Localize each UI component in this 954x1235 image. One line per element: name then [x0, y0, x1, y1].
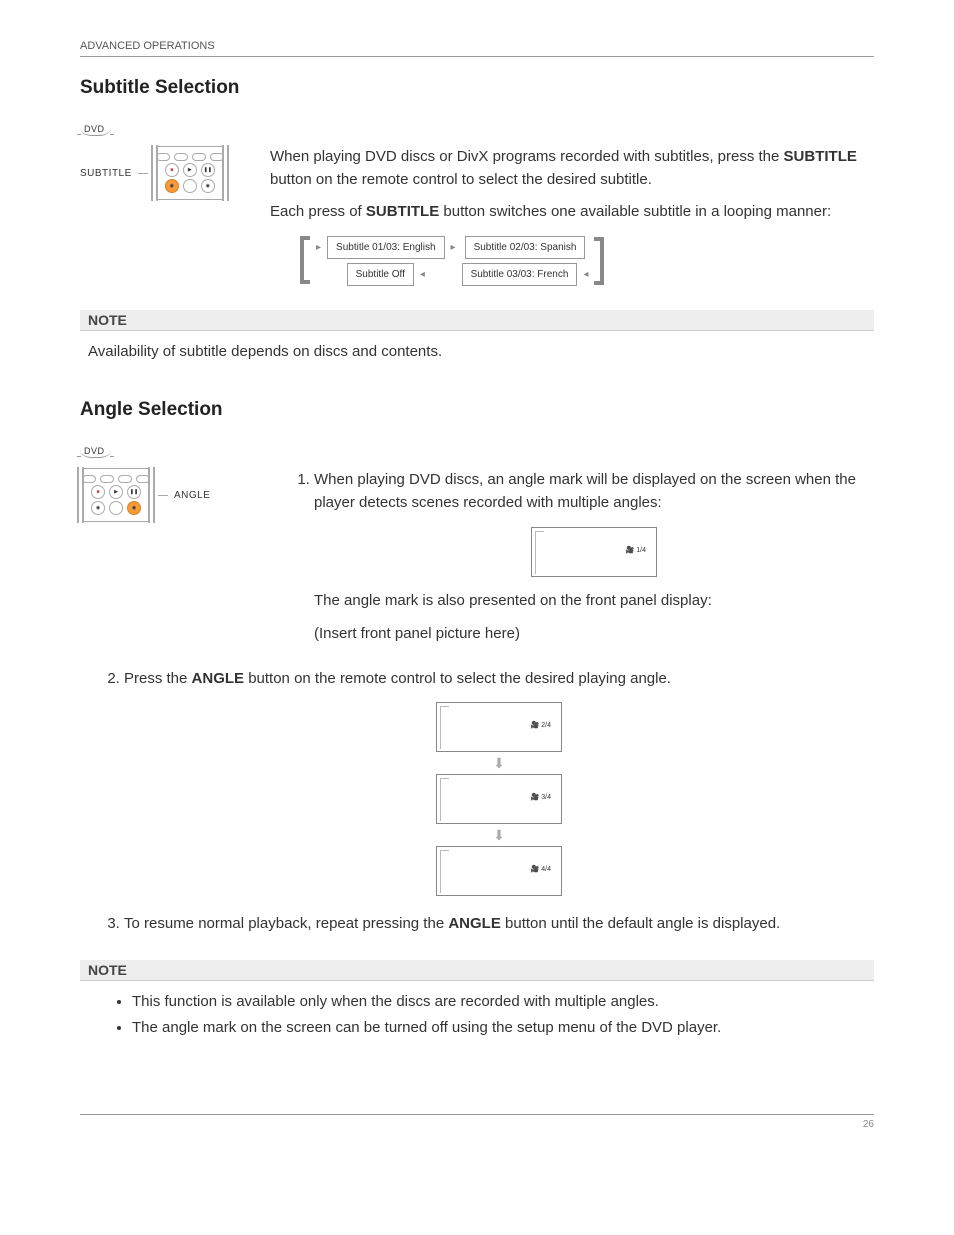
section-title-angle: Angle Selection	[80, 399, 874, 421]
camera-icon: 🎥	[531, 866, 540, 873]
subtitle-button-icon: ◉	[165, 179, 179, 193]
remote-button-grid: ■ ▶ ❚❚ ◉ ◉	[154, 146, 226, 200]
angle-button-icon: ◉	[201, 179, 215, 193]
arrow-right-icon: ▸	[316, 240, 321, 255]
text-bold: SUBTITLE	[366, 203, 439, 220]
screen-preview: 🎥1/4	[531, 527, 657, 577]
play-icon: ▶	[109, 485, 123, 499]
note-header: NOTE	[80, 310, 874, 331]
subtitle-loop: Each press of SUBTITLE button switches o…	[270, 201, 874, 224]
text: button on the remote control to select t…	[244, 670, 671, 687]
remote-diagram-subtitle: SUBTITLE ■ ▶ ❚❚ ◉ ◉	[80, 146, 250, 200]
bracket-right-icon	[594, 237, 604, 285]
subtitle-section: Subtitle Selection DVD SUBTITLE ■▶❚❚ ◉◉ …	[80, 77, 874, 373]
subtitle-loop-diagram: ▸ Subtitle 01/03: English ▸ Subtitle Off…	[300, 236, 874, 286]
subtitle-button-icon: ◉	[91, 501, 105, 515]
dvd-badge: DVD	[80, 124, 111, 136]
pause-icon: ❚❚	[201, 163, 215, 177]
angle-indicator: 1/4	[636, 547, 646, 554]
arrow-down-icon: ⬇	[493, 828, 505, 842]
angle-sequence-diagram: 🎥2/4 ⬇ 🎥3/4 ⬇ 🎥4/4	[124, 700, 874, 898]
line-icon	[158, 495, 168, 496]
note-body: Availability of subtitle depends on disc…	[80, 331, 874, 374]
dvd-badge: DVD	[80, 446, 111, 458]
remote-label-angle: ANGLE	[174, 490, 210, 501]
note-body: This function is available only when the…	[80, 981, 874, 1054]
text: To resume normal playback, repeat pressi…	[124, 915, 448, 932]
stop-icon: ■	[165, 163, 179, 177]
note-item: This function is available only when the…	[132, 991, 866, 1014]
text-bold: ANGLE	[448, 915, 501, 932]
angle-body: When playing DVD discs, an angle mark wi…	[270, 468, 874, 659]
page-header: ADVANCED OPERATIONS	[80, 40, 874, 57]
chapter-label: ADVANCED OPERATIONS	[80, 40, 215, 52]
text-bold: ANGLE	[192, 670, 245, 687]
angle-steps-cont: Press the ANGLE button on the remote con…	[80, 667, 874, 936]
section-title-subtitle: Subtitle Selection	[80, 77, 874, 99]
text: button until the default angle is displa…	[501, 915, 780, 932]
screen-preview: 🎥4/4	[436, 846, 562, 896]
page: ADVANCED OPERATIONS Subtitle Selection D…	[0, 0, 954, 1190]
remote-diagram-angle: ■ ▶ ❚❚ ◉ ◉ ANGLE	[80, 468, 250, 522]
placeholder-text: (Insert front panel picture here)	[314, 622, 874, 645]
camera-icon: 🎥	[626, 547, 635, 554]
angle-indicator: 3/4	[541, 794, 551, 801]
stop-icon: ■	[91, 485, 105, 499]
text: Press the	[124, 670, 192, 687]
subtitle-box: Subtitle Off	[347, 263, 414, 286]
note-text: Availability of subtitle depends on disc…	[88, 343, 442, 360]
page-number: 26	[863, 1119, 874, 1130]
subtitle-body: When playing DVD discs or DivX programs …	[270, 146, 874, 286]
camera-icon: 🎥	[531, 794, 540, 801]
camera-icon: 🎥	[531, 722, 540, 729]
text: When playing DVD discs, an angle mark wi…	[314, 471, 856, 511]
play-icon: ▶	[183, 163, 197, 177]
arrow-left-icon: ◂	[583, 267, 588, 282]
arrow-left-icon: ◂	[420, 267, 425, 282]
angle-button-icon: ◉	[127, 501, 141, 515]
text: button switches one available subtitle i…	[439, 203, 831, 220]
text-bold: SUBTITLE	[784, 148, 857, 165]
remote-label-subtitle: SUBTITLE	[80, 168, 132, 179]
step-1: When playing DVD discs, an angle mark wi…	[314, 468, 874, 645]
text: The angle mark is also presented on the …	[314, 589, 874, 612]
text: When playing DVD discs or DivX programs …	[270, 148, 784, 165]
subtitle-box: Subtitle 02/03: Spanish	[465, 236, 586, 259]
text: Each press of	[270, 203, 366, 220]
angle-indicator: 2/4	[541, 722, 551, 729]
bracket-left-icon	[300, 236, 310, 284]
angle-steps: When playing DVD discs, an angle mark wi…	[270, 468, 874, 645]
page-footer: 26	[80, 1114, 874, 1130]
subtitle-intro: When playing DVD discs or DivX programs …	[270, 146, 874, 191]
step-3: To resume normal playback, repeat pressi…	[124, 912, 874, 935]
note-header: NOTE	[80, 960, 874, 981]
line-icon	[138, 173, 148, 174]
text: button on the remote control to select t…	[270, 171, 652, 188]
remote-button-grid: ■ ▶ ❚❚ ◉ ◉	[80, 468, 152, 522]
subtitle-box: Subtitle 03/03: French	[462, 263, 578, 286]
angle-section: Angle Selection DVD ■▶❚❚ ◉◉ ANGLE When	[80, 399, 874, 1054]
arrow-down-icon: ⬇	[493, 756, 505, 770]
pause-icon: ❚❚	[127, 485, 141, 499]
screen-preview: 🎥2/4	[436, 702, 562, 752]
arrow-right-icon: ▸	[451, 240, 456, 255]
screen-preview: 🎥3/4	[436, 774, 562, 824]
angle-indicator: 4/4	[541, 866, 551, 873]
subtitle-box: Subtitle 01/03: English	[327, 236, 445, 259]
step-2: Press the ANGLE button on the remote con…	[124, 667, 874, 898]
note-item: The angle mark on the screen can be turn…	[132, 1017, 866, 1040]
